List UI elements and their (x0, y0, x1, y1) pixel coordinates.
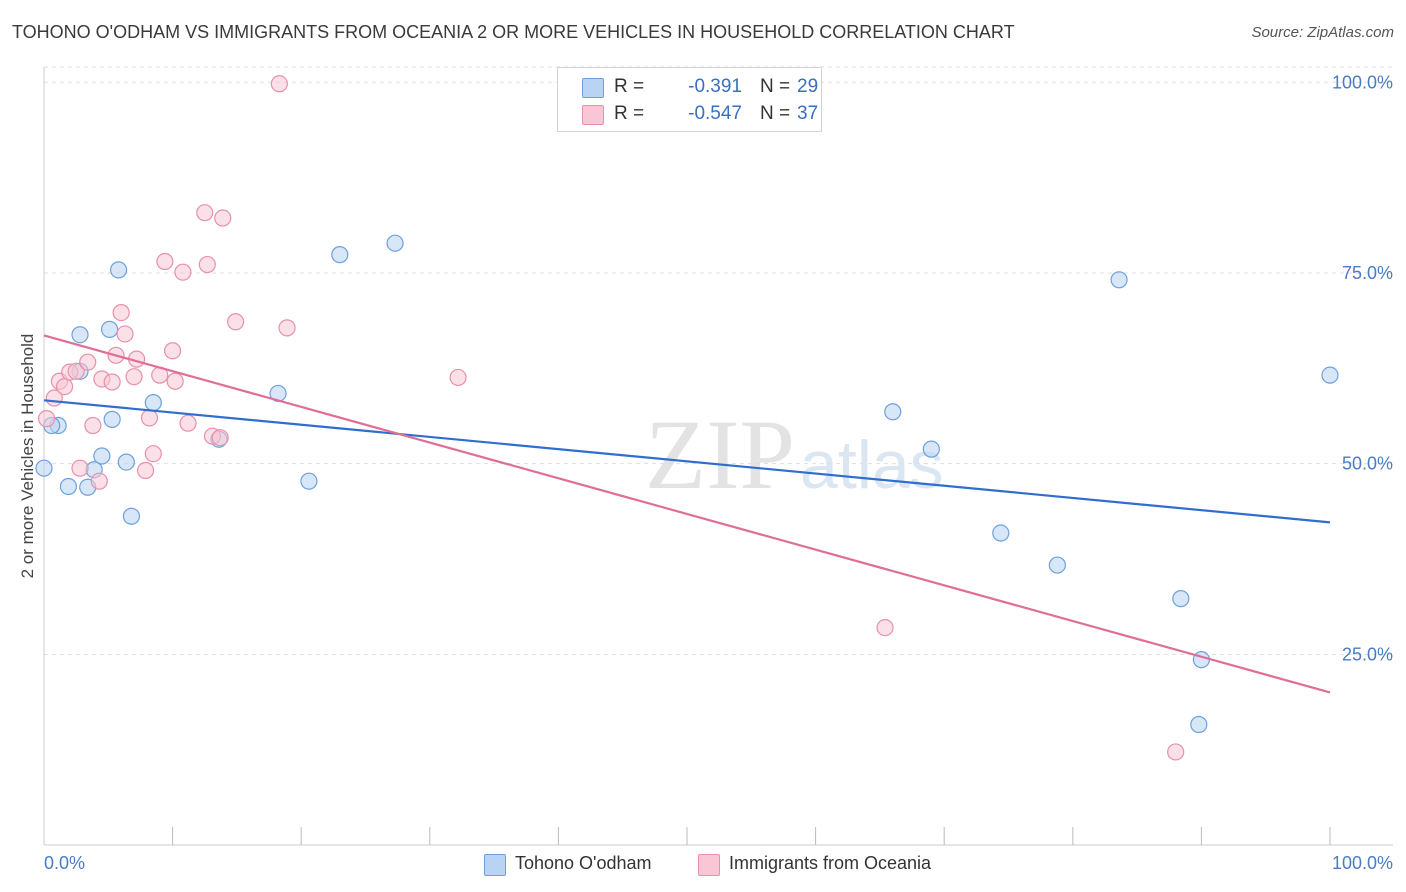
x-tick-label: 100.0% (1332, 853, 1393, 873)
point-oceania (179, 414, 197, 432)
r-value: -0.547 (688, 103, 742, 124)
n-label: N = (760, 103, 791, 124)
y-tick-label: 50.0% (1342, 454, 1393, 474)
watermark-atlas: atlas (800, 427, 944, 503)
data-points (35, 75, 1339, 761)
point-oceania (1167, 743, 1185, 761)
point-tohono (386, 234, 404, 252)
point-oceania (196, 204, 214, 222)
legend-label-tohono: Tohono O'odham (515, 853, 652, 873)
trend-lines (43, 334, 1331, 694)
correlation-stats-box: R = -0.391 N = 29 R = -0.547 N = 37 (557, 67, 822, 132)
point-tohono (992, 524, 1010, 542)
point-oceania (125, 368, 143, 386)
point-tohono (1190, 715, 1208, 734)
r-label: R = (614, 103, 645, 124)
stats-swatch-tohono (582, 78, 604, 98)
r-value: -0.391 (688, 76, 742, 97)
r-label: R = (614, 76, 645, 97)
point-tohono (71, 326, 89, 344)
point-oceania (198, 255, 216, 274)
point-tohono (100, 320, 119, 338)
y-axis-title: 2 or more Vehicles in Household (18, 334, 37, 579)
point-oceania (449, 368, 467, 387)
n-value: 37 (797, 103, 819, 124)
point-tohono (93, 447, 111, 465)
point-tohono (109, 261, 128, 279)
point-tohono (144, 394, 162, 412)
n-label: N = (760, 76, 791, 97)
y-tick-label: 75.0% (1342, 263, 1393, 283)
grid-lines (44, 66, 1393, 655)
point-tohono (884, 403, 902, 421)
point-oceania (227, 313, 245, 331)
point-oceania (270, 75, 288, 93)
point-oceania (174, 263, 192, 281)
point-oceania (103, 373, 121, 391)
trend-line-oceania (43, 334, 1331, 694)
point-tohono (331, 246, 349, 264)
point-oceania (112, 304, 130, 322)
watermark-zip: ZIP (645, 399, 795, 510)
point-tohono (117, 453, 135, 471)
y-tick-label: 100.0% (1332, 72, 1393, 92)
legend-swatch-tohono (484, 854, 506, 876)
point-oceania (211, 429, 229, 447)
point-tohono (35, 459, 53, 477)
n-value: 29 (797, 76, 819, 97)
stats-swatch-oceania (582, 105, 604, 125)
point-oceania (79, 353, 97, 371)
point-oceania (90, 472, 108, 490)
trend-line-tohono (43, 399, 1331, 524)
point-oceania (144, 445, 162, 463)
legend-label-oceania: Immigrants from Oceania (729, 853, 932, 873)
point-oceania (67, 362, 85, 380)
source-credit: Source: ZipAtlas.com (1251, 24, 1394, 41)
x-axis-ticks (172, 827, 1331, 845)
y-tick-label: 25.0% (1342, 644, 1393, 664)
point-tohono (103, 410, 121, 428)
point-oceania (278, 319, 296, 337)
legend-swatch-oceania (698, 854, 720, 876)
point-tohono (1110, 271, 1128, 289)
point-oceania (214, 209, 232, 227)
point-oceania (164, 342, 182, 360)
point-tohono (922, 440, 940, 458)
point-oceania (136, 461, 155, 480)
chart-title: TOHONO O'ODHAM VS IMMIGRANTS FROM OCEANI… (12, 22, 1015, 42)
point-oceania (876, 619, 894, 637)
point-oceania (116, 325, 134, 343)
y-axis-tick-labels: 25.0% 50.0% 75.0% 100.0% (1332, 72, 1393, 664)
point-tohono (1172, 590, 1190, 608)
point-oceania (156, 252, 174, 271)
point-oceania (84, 416, 102, 435)
point-oceania (166, 372, 184, 390)
point-tohono (59, 477, 78, 496)
point-tohono (1192, 651, 1211, 669)
point-tohono (122, 507, 141, 525)
point-oceania (55, 377, 74, 396)
point-oceania (71, 459, 89, 477)
point-tohono (1048, 556, 1066, 574)
x-tick-label: 0.0% (44, 853, 85, 873)
point-tohono (1321, 366, 1339, 384)
point-tohono (300, 472, 318, 490)
x-axis-tick-labels: 0.0% 100.0% (44, 853, 1393, 873)
point-oceania (140, 409, 159, 427)
point-oceania (37, 410, 56, 428)
